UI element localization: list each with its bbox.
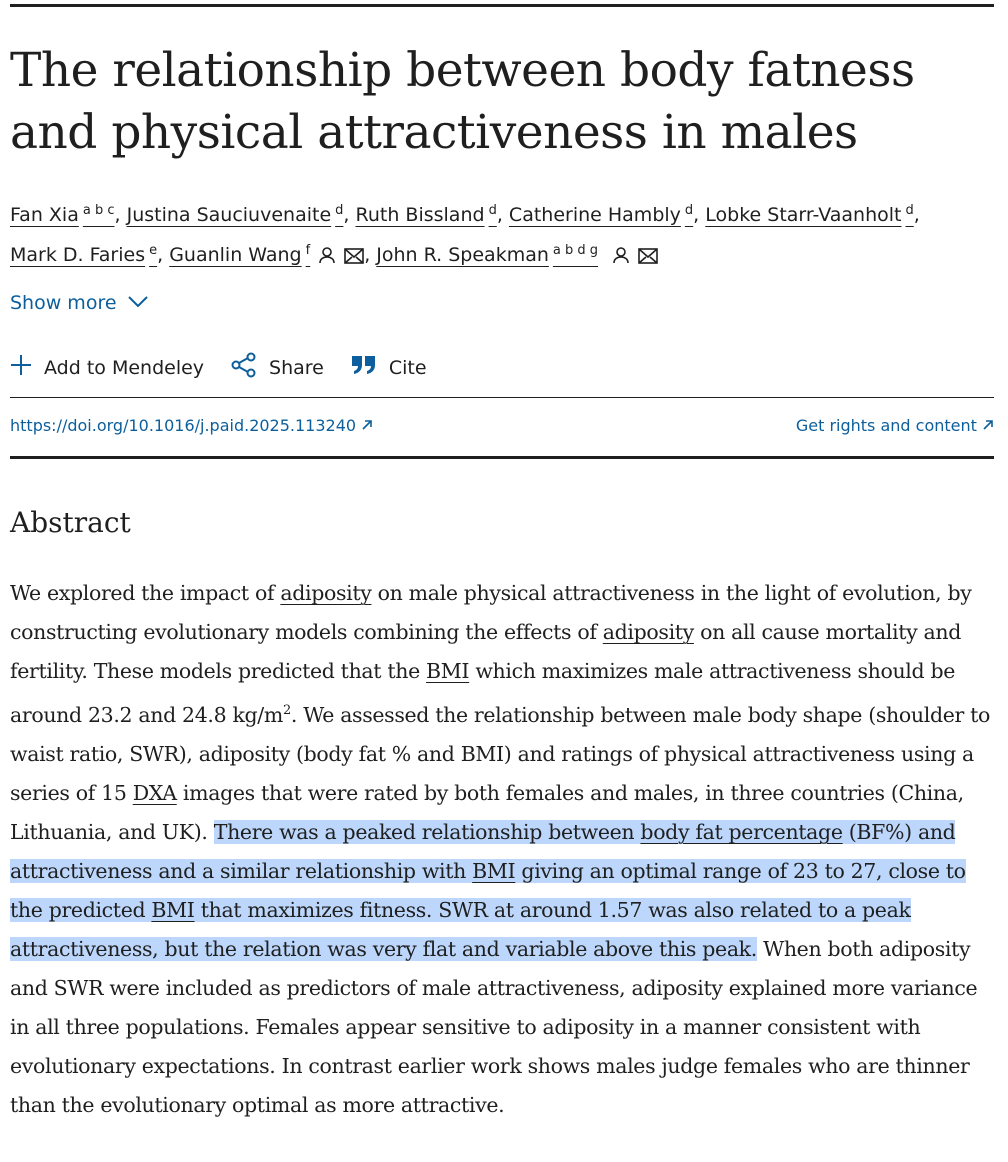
author-name: Ruth Bissland bbox=[355, 204, 485, 226]
share-label: Share bbox=[269, 356, 324, 379]
add-to-mendeley-label: Add to Mendeley bbox=[44, 356, 205, 379]
affiliation-marks: a b d g bbox=[552, 243, 599, 258]
abstract-heading: Abstract bbox=[10, 506, 131, 539]
abstract-text-run: images that were rated by both females a… bbox=[10, 780, 964, 844]
divider bbox=[10, 397, 994, 398]
abstract-text-run: that maximizes fitness. SWR at around 1.… bbox=[10, 897, 911, 961]
glossary-term-link[interactable]: BMI bbox=[426, 659, 470, 683]
abstract-text-run: We explored the impact of bbox=[10, 581, 281, 605]
plus-icon bbox=[10, 354, 44, 381]
author-list: Fan Xia a b c, Justina Sauciuvenaite d, Ru… bbox=[10, 193, 995, 276]
author-link[interactable]: Guanlin Wang f bbox=[169, 243, 364, 266]
abstract-text-run: (BF%) and attractiveness and a similar r… bbox=[10, 819, 956, 883]
person-icon bbox=[318, 240, 336, 276]
author-link[interactable]: John R. Speakman a b d g bbox=[376, 243, 658, 266]
abstract-text-run: on all cause mortality and fertility. Th… bbox=[10, 620, 961, 683]
author-name: Justina Sauciuvenaite bbox=[126, 204, 332, 226]
chevron-down-icon bbox=[117, 292, 149, 314]
cite-label: Cite bbox=[388, 356, 427, 379]
show-more-button[interactable]: Show more bbox=[10, 292, 149, 314]
divider-thick bbox=[10, 456, 994, 459]
add-to-mendeley-button[interactable]: Add to Mendeley bbox=[10, 354, 204, 381]
person-icon bbox=[612, 240, 630, 276]
author-separator: , bbox=[364, 244, 377, 266]
affiliation-marks: d bbox=[335, 203, 344, 218]
affiliation-marks: d bbox=[684, 203, 694, 218]
affiliation-marks: d bbox=[488, 203, 497, 218]
quote-icon bbox=[351, 355, 389, 380]
glossary-term-link[interactable]: adiposity bbox=[280, 581, 372, 605]
glossary-term-link[interactable]: BMI bbox=[472, 858, 516, 883]
author-name: Fan Xia bbox=[10, 204, 79, 226]
abstract-text-run: . We assessed the relationship between m… bbox=[10, 702, 991, 805]
author-link[interactable]: Justina Sauciuvenaite d bbox=[126, 203, 344, 226]
doi-link[interactable]: https://doi.org/10.1016/j.paid.2025.1132… bbox=[10, 416, 373, 435]
glossary-term-link[interactable]: body fat percentage bbox=[640, 819, 843, 844]
author-separator: , bbox=[114, 204, 127, 226]
abstract-text-run: which maximizes male attractiveness shou… bbox=[10, 659, 956, 727]
author-name: John R. Speakman bbox=[376, 244, 549, 266]
author-name: Lobke Starr-Vaanholt bbox=[705, 204, 902, 226]
glossary-term-link[interactable]: BMI bbox=[151, 897, 195, 922]
arrow-up-right-icon bbox=[361, 416, 373, 435]
author-link[interactable]: Ruth Bissland d bbox=[355, 203, 497, 226]
author-name: Guanlin Wang bbox=[169, 244, 302, 266]
author-name: Catherine Hambly bbox=[508, 204, 681, 226]
get-rights-link[interactable]: Get rights and content bbox=[796, 416, 994, 435]
abstract-text-run: giving an optimal range of 23 to 27, clo… bbox=[10, 858, 966, 922]
superscript: 2 bbox=[282, 703, 291, 718]
affiliation-marks: a b c bbox=[82, 203, 115, 218]
top-divider bbox=[10, 4, 994, 7]
abstract-text-run: When both adiposity and SWR were include… bbox=[10, 936, 978, 1117]
arrow-up-right-icon bbox=[982, 416, 994, 435]
show-more-label: Show more bbox=[10, 292, 117, 314]
affiliation-marks: e bbox=[149, 243, 158, 258]
author-separator: , bbox=[913, 204, 920, 226]
envelope-icon bbox=[638, 240, 658, 276]
cite-button[interactable]: Cite bbox=[351, 355, 427, 380]
article-title: The relationship between body fatness an… bbox=[10, 43, 915, 160]
author-separator: , bbox=[693, 204, 706, 226]
doi-text: https://doi.org/10.1016/j.paid.2025.1132… bbox=[10, 416, 357, 435]
share-icon bbox=[231, 352, 269, 383]
affiliation-marks: d bbox=[905, 203, 914, 218]
author-link[interactable]: Catherine Hambly d bbox=[508, 203, 694, 226]
author-separator: , bbox=[496, 204, 509, 226]
author-separator: , bbox=[343, 204, 356, 226]
article-actions: Add to Mendeley Share Cite bbox=[10, 352, 454, 383]
get-rights-text: Get rights and content bbox=[795, 416, 977, 435]
author-separator: , bbox=[157, 244, 170, 266]
glossary-term-link[interactable]: DXA bbox=[132, 780, 177, 805]
abstract-text: We explored the impact of adiposity on m… bbox=[10, 574, 998, 1125]
share-button[interactable]: Share bbox=[231, 352, 324, 383]
author-link[interactable]: Mark D. Faries e bbox=[10, 243, 158, 266]
affiliation-marks: f bbox=[305, 243, 311, 258]
abstract-text-run: on male physical attractiveness in the l… bbox=[10, 581, 972, 644]
author-link[interactable]: Lobke Starr-Vaanholt d bbox=[705, 203, 914, 226]
abstract-text-run: There was a peaked relationship between bbox=[213, 819, 641, 844]
author-link[interactable]: Fan Xia a b c bbox=[10, 203, 115, 226]
glossary-term-link[interactable]: adiposity bbox=[602, 620, 694, 644]
envelope-icon bbox=[344, 240, 364, 276]
author-name: Mark D. Faries bbox=[10, 244, 146, 266]
